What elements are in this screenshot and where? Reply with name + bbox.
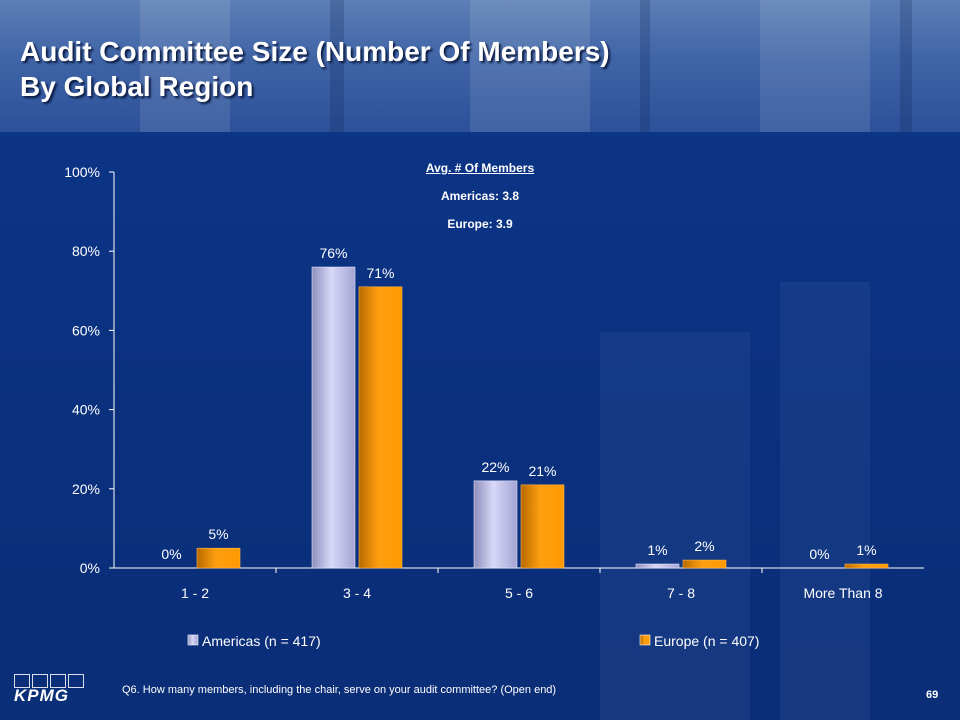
y-tick-label: 100% xyxy=(64,164,100,180)
y-tick-label: 20% xyxy=(72,481,100,497)
europe-legend-label: Europe (n = 407) xyxy=(654,633,759,649)
x-category-label: 1 - 2 xyxy=(181,585,209,601)
avg-europe: Europe: 3.9 xyxy=(447,217,513,231)
americas-data-label: 22% xyxy=(481,459,509,475)
chart-legend: Americas (n = 417) Europe (n = 407) xyxy=(187,633,759,649)
americas-bar xyxy=(635,563,680,569)
y-tick-label: 40% xyxy=(72,402,100,418)
europe-legend-swatch xyxy=(639,634,651,646)
header-banner xyxy=(0,0,960,132)
x-category-label: 7 - 8 xyxy=(667,585,695,601)
europe-data-label: 1% xyxy=(856,542,876,558)
page-number: 69 xyxy=(926,689,939,701)
avg-americas: Americas: 3.8 xyxy=(440,189,520,203)
avg-members-heading: Avg. # Of Members xyxy=(425,161,535,175)
title-line-2: By Global Region xyxy=(20,71,254,102)
y-tick-label: 80% xyxy=(72,243,100,259)
chart-axes: 0% 20% 40% 60% 80% 100% 1 - 2 3 - 4 5 - 6 7 - 8 Mo… xyxy=(64,164,924,601)
americas-data-label: 1% xyxy=(647,542,667,558)
europe-bar xyxy=(844,563,889,569)
y-tick-label: 0% xyxy=(80,560,100,576)
europe-data-label: 21% xyxy=(528,463,556,479)
europe-bar xyxy=(682,559,727,569)
kpmg-logo: KPMG xyxy=(14,674,96,708)
slide-background xyxy=(0,132,960,720)
title-line-1: Audit Committee Size (Number Of Members) xyxy=(20,36,610,67)
x-category-label: 5 - 6 xyxy=(505,585,533,601)
americas-bar xyxy=(311,266,356,569)
europe-data-label: 5% xyxy=(208,526,228,542)
survey-question-footnote: Q6. How many members, including the chai… xyxy=(122,684,557,696)
europe-data-label: 2% xyxy=(694,538,714,554)
europe-bar xyxy=(520,484,565,569)
europe-bar xyxy=(196,547,241,569)
americas-data-label: 0% xyxy=(161,546,181,562)
americas-data-label: 0% xyxy=(809,546,829,562)
x-category-label: More Than 8 xyxy=(803,585,882,601)
logo-text: KPMG xyxy=(14,686,69,705)
x-category-label: 3 - 4 xyxy=(343,585,371,601)
americas-legend-swatch xyxy=(187,634,199,646)
europe-bar xyxy=(358,286,403,569)
europe-data-label: 71% xyxy=(366,265,394,281)
americas-legend-label: Americas (n = 417) xyxy=(202,633,321,649)
americas-bar xyxy=(473,480,518,569)
slide-title: Audit Committee Size (Number Of Members)… xyxy=(20,34,610,104)
americas-data-label: 76% xyxy=(319,245,347,261)
chart-bars: 0% 5% 76% 71% 22% 21% 1% 2% 0% 1% xyxy=(161,245,889,569)
y-tick-label: 60% xyxy=(72,322,100,338)
